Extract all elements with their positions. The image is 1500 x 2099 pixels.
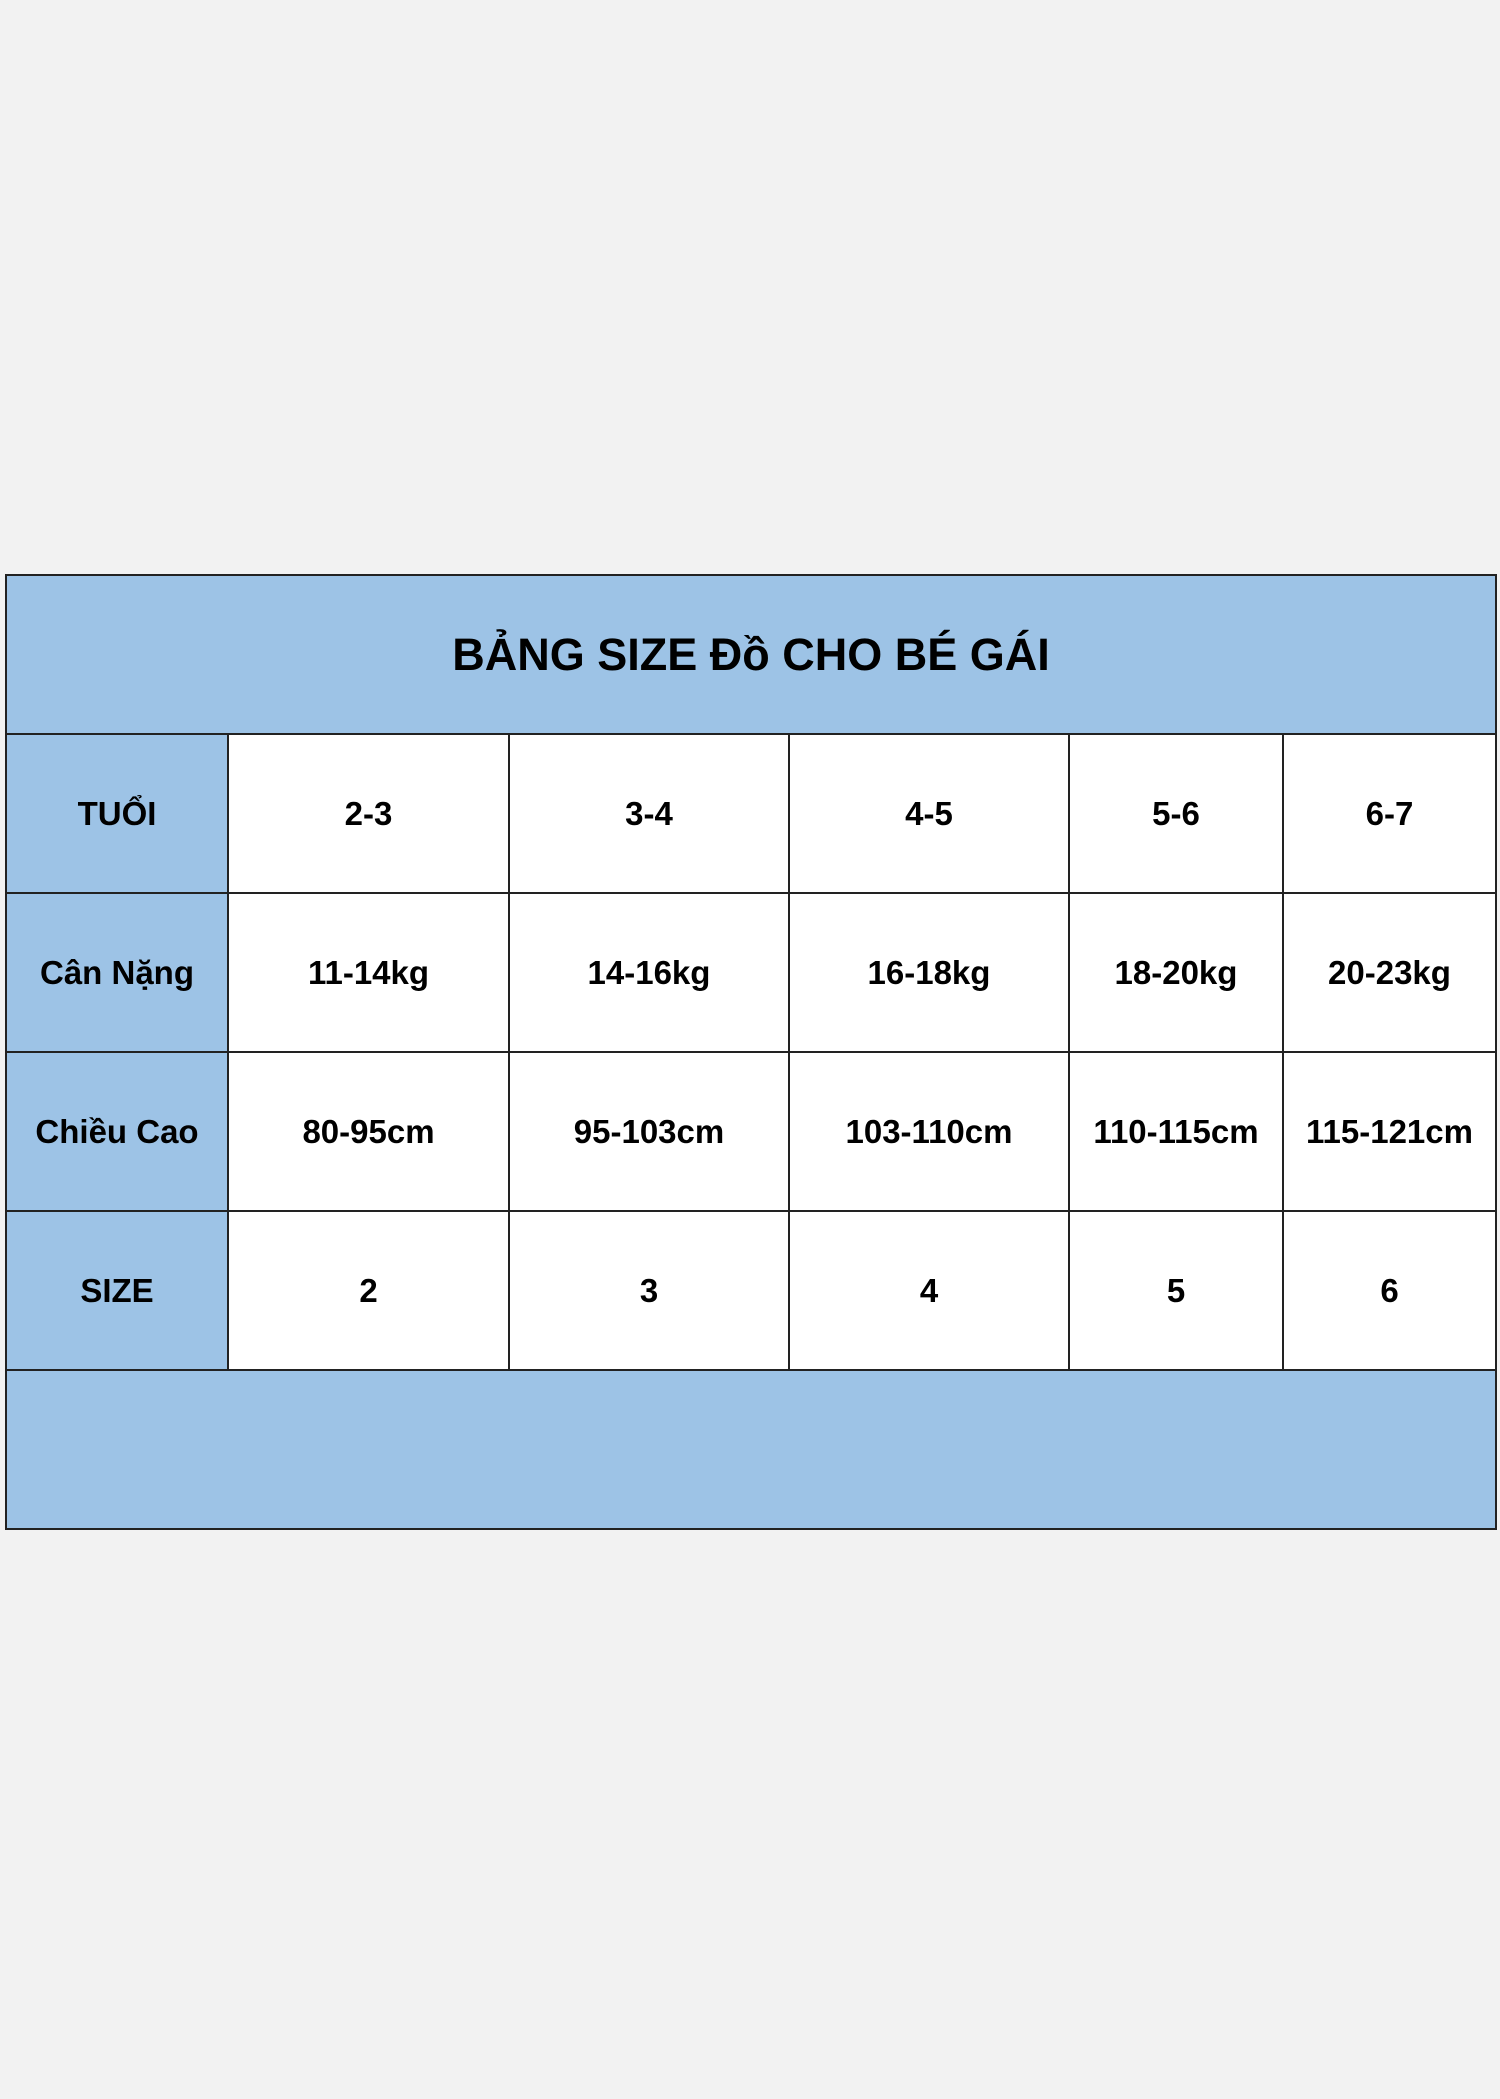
table-title: BẢNG SIZE Đồ CHO BÉ GÁI xyxy=(5,574,1497,735)
table-cell: 95-103cm xyxy=(508,1051,790,1212)
row-label: Cân Nặng xyxy=(5,892,229,1053)
table-cell: 6 xyxy=(1282,1210,1497,1371)
table-row-height: Chiều Cao 80-95cm 95-103cm 103-110cm 110… xyxy=(5,1051,1497,1212)
table-cell: 3-4 xyxy=(508,733,790,894)
table-cell: 14-16kg xyxy=(508,892,790,1053)
table-cell: 3 xyxy=(508,1210,790,1371)
table-cell: 11-14kg xyxy=(227,892,510,1053)
table-cell: 5 xyxy=(1068,1210,1284,1371)
table-row-size: SIZE 2 3 4 5 6 xyxy=(5,1210,1497,1371)
row-label: SIZE xyxy=(5,1210,229,1371)
row-label: TUỔI xyxy=(5,733,229,894)
table-cell: 16-18kg xyxy=(788,892,1070,1053)
table-cell: 2 xyxy=(227,1210,510,1371)
table-cell: 103-110cm xyxy=(788,1051,1070,1212)
size-chart-table: BẢNG SIZE Đồ CHO BÉ GÁI TUỔI 2-3 3-4 4-5… xyxy=(5,574,1497,1530)
table-cell: 6-7 xyxy=(1282,733,1497,894)
table-row-age: TUỔI 2-3 3-4 4-5 5-6 6-7 xyxy=(5,733,1497,894)
table-row-weight: Cân Nặng 11-14kg 14-16kg 16-18kg 18-20kg… xyxy=(5,892,1497,1053)
table-cell: 4 xyxy=(788,1210,1070,1371)
table-cell: 80-95cm xyxy=(227,1051,510,1212)
table-footer-band xyxy=(5,1369,1497,1530)
table-cell: 4-5 xyxy=(788,733,1070,894)
table-cell: 5-6 xyxy=(1068,733,1284,894)
table-cell: 110-115cm xyxy=(1068,1051,1284,1212)
row-label: Chiều Cao xyxy=(5,1051,229,1212)
table-cell: 20-23kg xyxy=(1282,892,1497,1053)
table-cell: 18-20kg xyxy=(1068,892,1284,1053)
table-cell: 115-121cm xyxy=(1282,1051,1497,1212)
table-cell: 2-3 xyxy=(227,733,510,894)
